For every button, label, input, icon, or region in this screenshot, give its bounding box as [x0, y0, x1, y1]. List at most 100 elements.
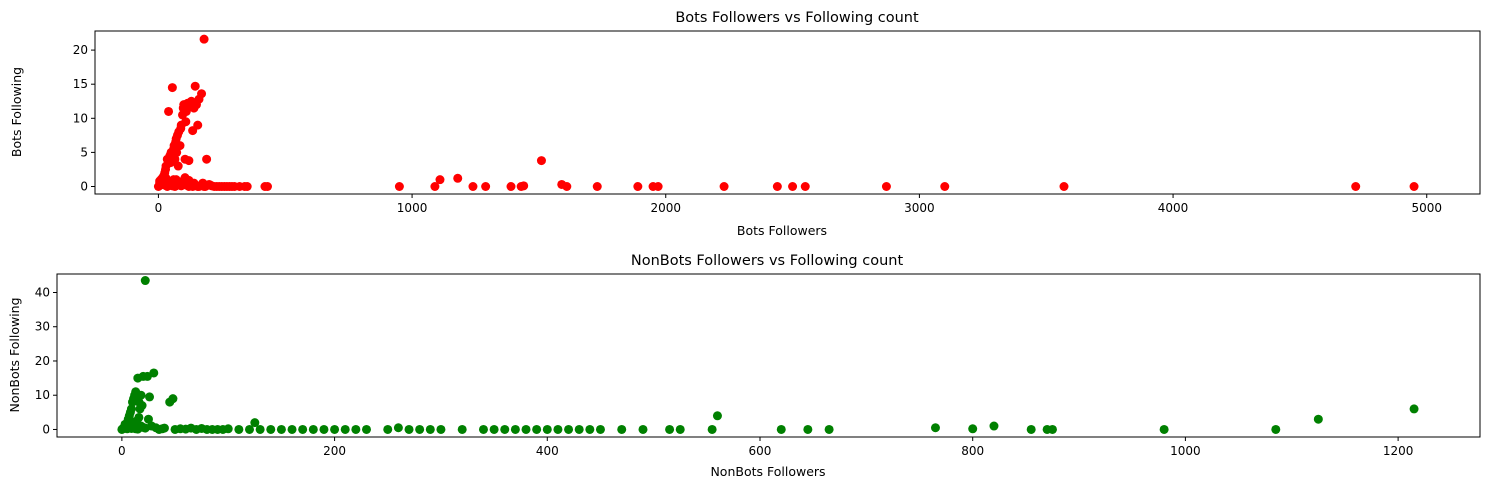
- nonbots-y-tick-label: 30: [35, 320, 50, 334]
- bots-point: [1409, 182, 1419, 191]
- nonbots-point: [234, 424, 244, 434]
- nonbots-point: [776, 424, 786, 434]
- bots-chart-title: Bots Followers vs Following count: [675, 10, 919, 26]
- nonbots-scatter-panel: NonBots Followers vs Following count 0 20…: [7, 253, 1481, 479]
- nonbots-point: [404, 424, 414, 434]
- nonbots-point: [478, 424, 488, 434]
- nonbots-point: [1409, 404, 1419, 414]
- bots-point: [193, 120, 203, 130]
- nonbots-point: [383, 424, 393, 434]
- nonbots-point: [276, 424, 286, 434]
- bots-point: [536, 156, 546, 166]
- nonbots-point: [617, 424, 627, 434]
- bots-point: [394, 182, 404, 191]
- bots-point: [1351, 182, 1361, 191]
- nonbots-point: [1026, 424, 1036, 434]
- nonbots-y-tick-label: 10: [35, 388, 50, 402]
- nonbots-point: [1047, 424, 1057, 434]
- bots-point: [190, 81, 200, 91]
- nonbots-point: [585, 424, 595, 434]
- nonbots-point: [223, 424, 233, 434]
- bots-point: [173, 161, 183, 171]
- bots-points: [153, 34, 1419, 191]
- bots-point: [562, 182, 572, 191]
- nonbots-point: [287, 424, 297, 434]
- nonbots-y-tick-label: 0: [42, 422, 50, 436]
- nonbots-x-tick-label: 600: [749, 444, 772, 458]
- nonbots-point: [824, 424, 834, 434]
- bots-point: [202, 154, 212, 164]
- nonbots-point: [638, 424, 648, 434]
- nonbots-point: [149, 368, 159, 378]
- bots-y-axis-label: Bots Following: [9, 67, 24, 157]
- bots-point: [199, 34, 209, 44]
- nonbots-point: [930, 423, 940, 433]
- nonbots-x-tick-label: 800: [961, 444, 984, 458]
- nonbots-point: [1313, 414, 1323, 424]
- bots-plot-frame: [94, 30, 1481, 195]
- bots-point: [506, 182, 516, 191]
- bots-point: [592, 182, 602, 191]
- nonbots-point: [159, 423, 169, 433]
- nonbots-x-tick-label: 1200: [1383, 444, 1414, 458]
- nonbots-point: [133, 422, 143, 432]
- nonbots-plot-frame: [56, 273, 1481, 438]
- nonbots-point: [553, 424, 563, 434]
- nonbots-y-tick-label: 20: [35, 354, 50, 368]
- bots-point: [800, 182, 810, 191]
- bots-point: [1059, 182, 1069, 191]
- nonbots-point: [436, 424, 446, 434]
- nonbots-point: [665, 424, 675, 434]
- nonbots-point: [510, 424, 520, 434]
- bots-x-tick-label: 5000: [1411, 201, 1442, 215]
- nonbots-point: [415, 424, 425, 434]
- nonbots-point: [574, 424, 584, 434]
- nonbots-point: [521, 424, 531, 434]
- nonbots-point: [393, 423, 403, 433]
- bots-point: [468, 182, 478, 191]
- bots-y-tick-label: 20: [73, 43, 88, 57]
- nonbots-x-axis-label: NonBots Followers: [710, 464, 825, 479]
- bots-point: [719, 182, 729, 191]
- nonbots-point: [245, 424, 254, 434]
- nonbots-point: [255, 424, 265, 434]
- nonbots-point: [137, 401, 147, 410]
- bots-point: [184, 156, 194, 166]
- bots-point: [940, 182, 950, 191]
- nonbots-point: [308, 424, 318, 434]
- nonbots-x-tick-label: 0: [118, 444, 126, 458]
- nonbots-point: [532, 424, 542, 434]
- nonbots-point: [361, 424, 371, 434]
- nonbots-point: [595, 424, 605, 434]
- bots-x-tick-label: 0: [155, 201, 163, 215]
- nonbots-point: [1159, 424, 1169, 434]
- nonbots-y-ticks: 0 10 20 30 40: [35, 285, 57, 436]
- nonbots-point: [968, 424, 978, 434]
- nonbots-point: [126, 404, 136, 414]
- bots-point: [164, 106, 174, 116]
- nonbots-point: [1271, 424, 1281, 434]
- bots-point: [633, 182, 643, 191]
- nonbots-y-tick-label: 40: [35, 285, 50, 299]
- bots-x-axis-label: Bots Followers: [737, 223, 827, 238]
- bots-x-ticks: 0 1000 2000 3000 4000 5000: [155, 194, 1442, 215]
- nonbots-point: [143, 414, 153, 424]
- bots-x-tick-label: 2000: [650, 201, 681, 215]
- bots-point: [197, 89, 207, 99]
- bots-point: [199, 182, 209, 191]
- bots-scatter-panel: Bots Followers vs Following count 0 1000 2…: [9, 10, 1481, 238]
- bots-y-ticks: 0 5 10 15 20: [73, 43, 95, 193]
- bots-point: [167, 83, 177, 93]
- nonbots-y-axis-label: NonBots Following: [7, 297, 22, 412]
- nonbots-point: [319, 424, 329, 434]
- nonbots-points: [117, 276, 1419, 434]
- nonbots-point: [989, 421, 999, 431]
- nonbots-point: [500, 424, 510, 434]
- bots-point: [519, 181, 529, 191]
- nonbots-x-tick-label: 200: [323, 444, 346, 458]
- bots-point: [170, 154, 180, 164]
- nonbots-x-tick-label: 400: [536, 444, 559, 458]
- nonbots-point: [707, 424, 717, 434]
- bots-point: [653, 182, 663, 191]
